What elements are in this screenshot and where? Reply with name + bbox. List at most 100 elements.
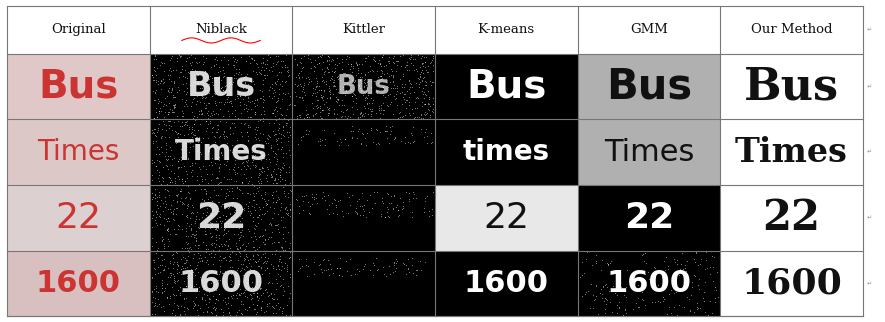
- Text: 22: 22: [196, 201, 246, 235]
- Point: [173, 138, 187, 143]
- Point: [274, 263, 289, 269]
- Point: [232, 67, 246, 72]
- Point: [207, 255, 221, 260]
- Point: [270, 159, 284, 164]
- Point: [151, 213, 165, 218]
- Point: [148, 127, 162, 132]
- Point: [250, 71, 264, 77]
- Point: [236, 163, 250, 168]
- Point: [357, 209, 371, 214]
- Point: [401, 139, 415, 145]
- Point: [207, 187, 221, 192]
- Point: [168, 176, 182, 181]
- Point: [222, 245, 236, 250]
- Point: [303, 129, 317, 134]
- Point: [332, 142, 346, 147]
- Point: [293, 81, 307, 87]
- Point: [589, 284, 604, 289]
- Point: [235, 82, 250, 87]
- Point: [412, 74, 427, 79]
- Point: [160, 228, 174, 233]
- Point: [196, 186, 211, 192]
- Point: [259, 57, 273, 62]
- Point: [264, 145, 278, 150]
- Point: [255, 165, 269, 170]
- Point: [273, 125, 287, 130]
- Point: [185, 99, 199, 104]
- Point: [222, 204, 236, 210]
- Point: [173, 272, 188, 277]
- Point: [334, 114, 348, 119]
- Point: [203, 113, 217, 118]
- Point: [220, 134, 235, 139]
- Point: [246, 291, 260, 296]
- Point: [315, 107, 329, 112]
- Point: [309, 84, 323, 90]
- Point: [240, 147, 254, 152]
- Point: [250, 185, 264, 191]
- Point: [150, 82, 165, 87]
- Point: [213, 263, 227, 268]
- Point: [342, 142, 356, 147]
- Point: [378, 94, 392, 99]
- Point: [270, 99, 284, 104]
- Point: [203, 100, 217, 105]
- Point: [255, 169, 269, 174]
- Point: [369, 110, 383, 116]
- Point: [219, 191, 234, 196]
- Point: [269, 136, 283, 141]
- Point: [189, 138, 204, 143]
- Point: [234, 253, 248, 259]
- Point: [696, 289, 711, 294]
- Point: [425, 139, 439, 144]
- Point: [324, 58, 338, 63]
- Point: [318, 68, 332, 73]
- Point: [261, 197, 275, 202]
- Point: [165, 163, 180, 168]
- Point: [281, 73, 295, 78]
- Point: [155, 291, 169, 296]
- Point: [265, 230, 279, 235]
- Point: [165, 307, 180, 312]
- Point: [387, 61, 401, 66]
- Point: [283, 94, 297, 99]
- Point: [390, 208, 404, 213]
- Point: [194, 108, 208, 113]
- Point: [382, 200, 396, 205]
- Point: [327, 77, 341, 82]
- Point: [414, 111, 428, 116]
- Point: [225, 110, 239, 116]
- Point: [213, 187, 227, 192]
- Point: [207, 111, 221, 117]
- Point: [306, 105, 320, 110]
- Point: [260, 137, 274, 142]
- Point: [174, 154, 189, 159]
- Point: [172, 53, 186, 58]
- Point: [315, 78, 329, 83]
- Point: [195, 295, 209, 300]
- Point: [260, 164, 274, 169]
- Point: [327, 106, 341, 111]
- Point: [425, 206, 439, 212]
- Point: [161, 188, 175, 194]
- Point: [265, 65, 279, 70]
- Point: [219, 213, 233, 218]
- Point: [307, 260, 321, 265]
- Point: [244, 175, 258, 180]
- Point: [589, 282, 604, 287]
- Point: [404, 85, 419, 90]
- Point: [255, 299, 269, 304]
- Point: [244, 296, 258, 301]
- Point: [163, 258, 177, 263]
- Point: [236, 97, 250, 102]
- Point: [178, 196, 192, 201]
- Point: [248, 103, 262, 109]
- Point: [170, 279, 184, 284]
- Point: [158, 122, 173, 127]
- Point: [211, 143, 225, 148]
- Point: [240, 190, 254, 195]
- Point: [169, 212, 183, 217]
- Point: [180, 242, 194, 247]
- Point: [310, 83, 324, 89]
- Point: [187, 143, 201, 148]
